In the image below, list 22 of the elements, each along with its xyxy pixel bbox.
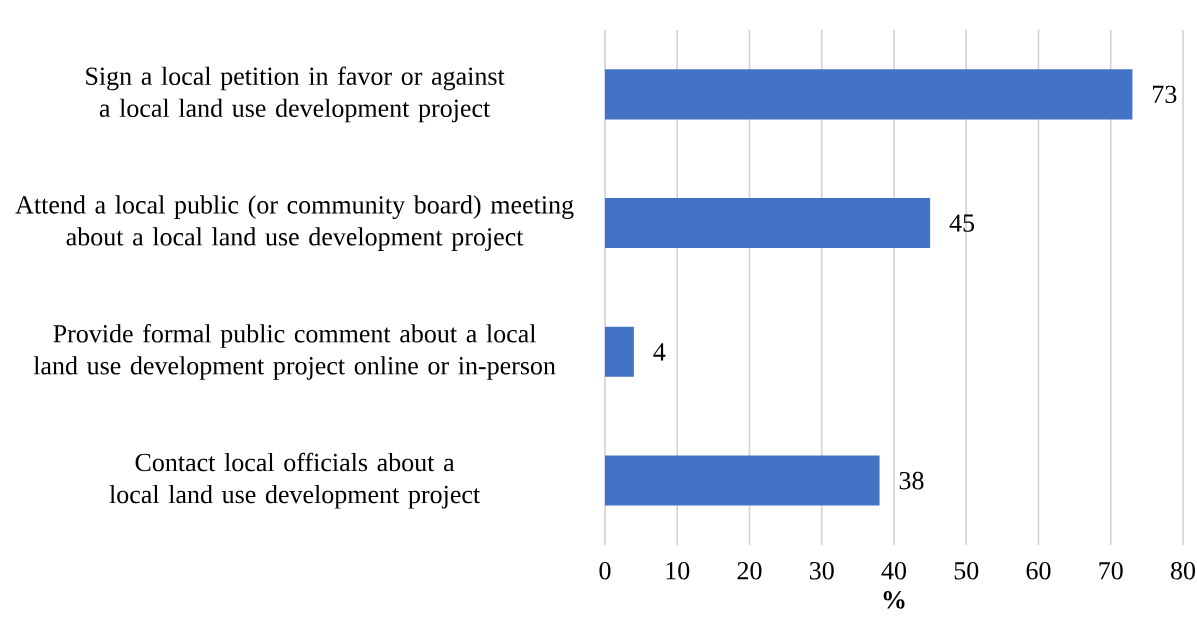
x-tick-label: 50 xyxy=(954,561,979,580)
data-label: 38 xyxy=(899,471,924,490)
y-tick-label: Sign a local petition in favor or against a local land use development project xyxy=(86,66,505,123)
x-tick-label: 60 xyxy=(1026,561,1051,580)
x-tick-label: 20 xyxy=(737,561,762,580)
bar xyxy=(605,326,634,377)
x-tick-label: 70 xyxy=(1099,561,1123,580)
x-tick-label: 10 xyxy=(666,561,690,580)
y-tick-label: Contact local officials about a local land use development project xyxy=(109,452,480,509)
y-tick-label: Provide formal public comment about a local land use development project online or in-person xyxy=(33,323,556,380)
x-tick-label: 40 xyxy=(881,561,906,580)
data-label: 73 xyxy=(1153,85,1177,104)
bar xyxy=(605,198,931,249)
x-tick-label: 30 xyxy=(809,561,834,580)
y-tick-label: Attend a local public (or community board) meeting about a local land use development project xyxy=(15,195,574,251)
data-label: 45 xyxy=(949,214,975,232)
bar xyxy=(605,455,880,506)
data-label: 4 xyxy=(653,343,666,361)
x-tick-label: 80 xyxy=(1170,561,1195,580)
x-tick-label: 0 xyxy=(599,561,611,580)
x-axis-title: % xyxy=(883,591,905,609)
bar xyxy=(605,69,1133,120)
